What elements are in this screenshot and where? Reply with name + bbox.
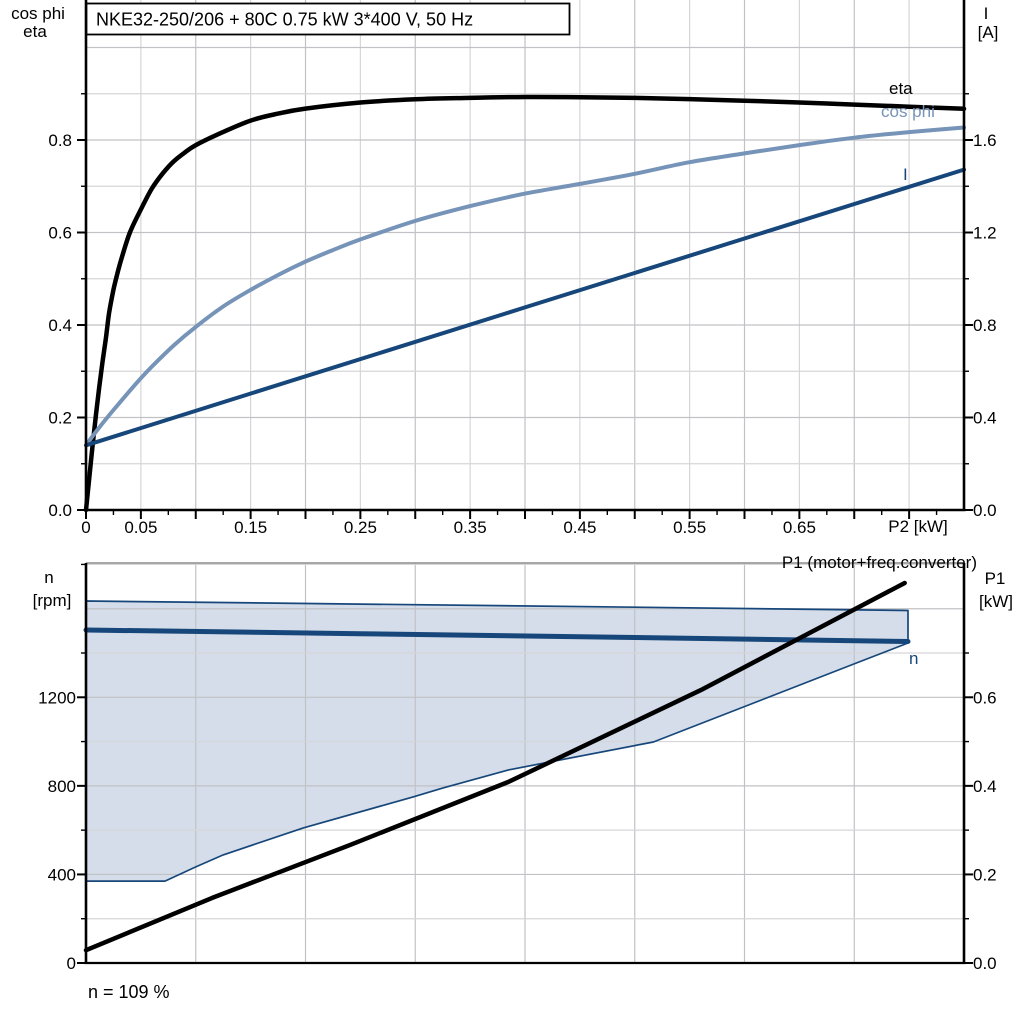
top-x-tick-label: 0.45 bbox=[563, 518, 596, 537]
top-yr-tick-label: 1.2 bbox=[973, 224, 997, 243]
top-left-axis-label-line2: eta bbox=[23, 22, 47, 41]
top-yr-tick-label: 0.8 bbox=[973, 316, 997, 335]
top-yl-tick-label: 0.6 bbox=[48, 224, 72, 243]
bottom-yr-tick-label: 0.6 bbox=[973, 688, 997, 707]
bottom-yr-tick-label: 0.2 bbox=[973, 865, 997, 884]
bottom-yl-tick-label: 1200 bbox=[38, 688, 76, 707]
top-right-axis-label-line2: [A] bbox=[978, 23, 999, 42]
eta-curve-label: eta bbox=[889, 79, 913, 98]
x-axis-title: P2 [kW] bbox=[888, 517, 948, 536]
cos-phi-curve bbox=[84, 125, 966, 448]
p1-curve-annotation: P1 (motor+freq.converter) bbox=[782, 553, 977, 572]
top-right-axis-label-line1: I bbox=[984, 4, 989, 23]
top-x-tick-label: 0.25 bbox=[344, 518, 377, 537]
top-yl-tick-label: 0.4 bbox=[48, 316, 72, 335]
speed-range-outline bbox=[85, 600, 909, 882]
chart-title: NKE32-250/206 + 80C 0.75 kW 3*400 V, 50 … bbox=[96, 10, 473, 30]
top-x-tick-label: 0.15 bbox=[234, 518, 267, 537]
top-yr-tick-label: 0.0 bbox=[973, 501, 997, 520]
top-x-tick-label: 0.55 bbox=[673, 518, 706, 537]
bottom-yr-tick-label: 0.0 bbox=[973, 954, 997, 973]
top-yr-tick-label: 0.4 bbox=[973, 409, 997, 428]
top-x-tick-label: 0.65 bbox=[783, 518, 816, 537]
top-yl-tick-label: 0.0 bbox=[48, 501, 72, 520]
title-box bbox=[85, 2, 571, 36]
bottom-yl-tick-label: 800 bbox=[48, 777, 76, 796]
top-left-axis-label-line1: cos phi bbox=[11, 4, 65, 23]
current-curve-label: I bbox=[903, 165, 908, 184]
bottom-yr-tick-label: 0.4 bbox=[973, 777, 997, 796]
cos-phi-curve-label: cos phi bbox=[881, 102, 935, 121]
bottom-yl-tick-label: 0 bbox=[67, 954, 76, 973]
current-curve bbox=[84, 167, 966, 448]
top-x-tick-label: 0.05 bbox=[124, 518, 157, 537]
eta-curve bbox=[83, 94, 967, 513]
n-curve-label: n bbox=[909, 649, 918, 668]
top-yl-tick-label: 0.2 bbox=[48, 409, 72, 428]
bottom-left-axis-label-line1: n bbox=[44, 568, 53, 587]
bottom-left-axis-label-line2: [rpm] bbox=[33, 591, 72, 610]
bottom-right-axis-label-line2: [kW] bbox=[979, 592, 1013, 611]
bottom-right-axis-label-line1: P1 bbox=[985, 569, 1006, 588]
top-x-tick-label: 0 bbox=[81, 518, 90, 537]
speed-percent-note: n = 109 % bbox=[88, 982, 170, 1002]
p1-curve bbox=[83, 580, 907, 953]
n-curve bbox=[83, 627, 911, 644]
top-yr-tick-label: 1.6 bbox=[973, 131, 997, 150]
top-yl-tick-label: 0.8 bbox=[48, 131, 72, 150]
top-x-tick-label: 0.35 bbox=[454, 518, 487, 537]
generated-chart-layers: 0 0.05 0.15 0.25 0.35 0.45 0.55 0.65 0.0 0.2 0.4 0.… bbox=[38, 0, 997, 973]
bottom-yl-tick-label: 400 bbox=[48, 865, 76, 884]
